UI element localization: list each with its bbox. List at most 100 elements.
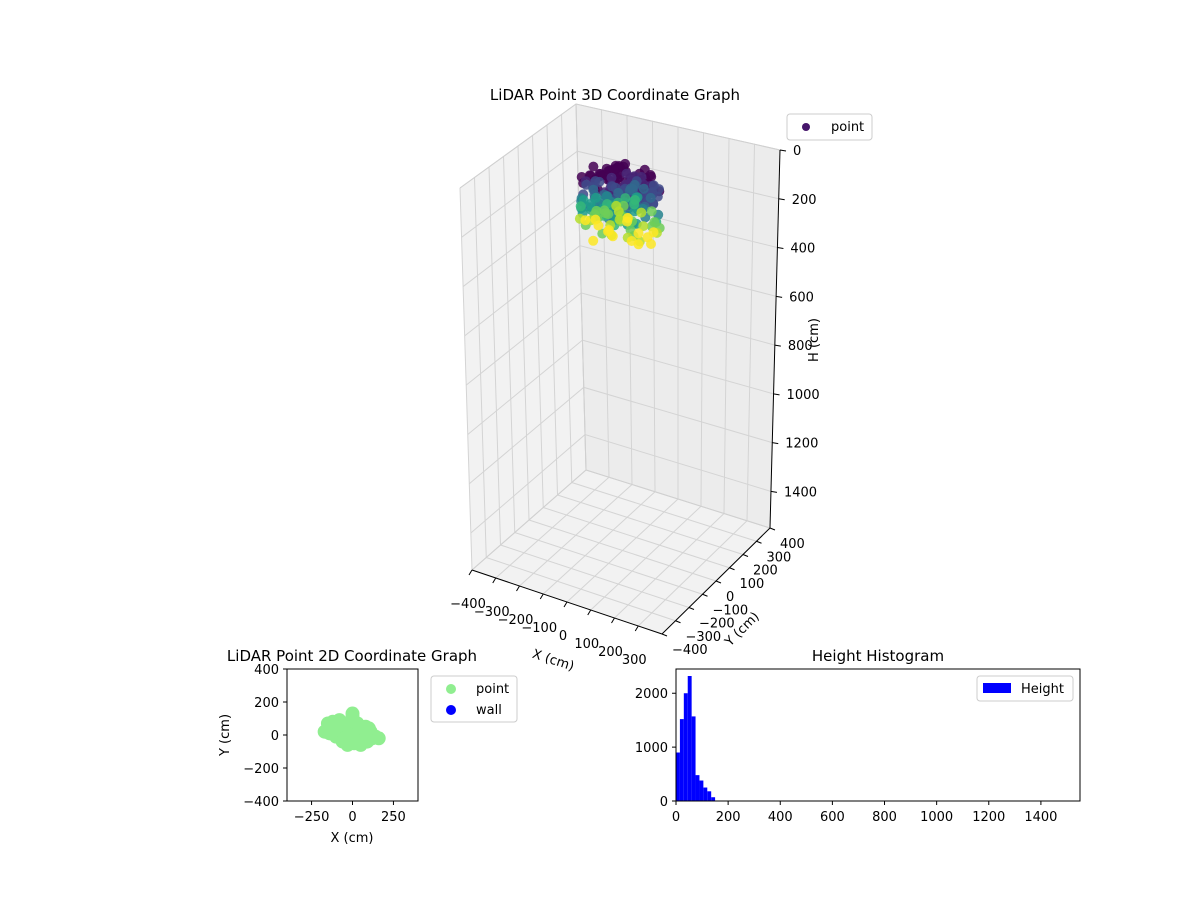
point-3d xyxy=(613,187,624,198)
pane-edge-vertical xyxy=(575,103,587,471)
grid-line-y-left xyxy=(459,187,473,571)
point-3d xyxy=(620,193,631,204)
point-3d xyxy=(645,192,656,203)
x-tick-mark xyxy=(587,609,592,616)
x-tick-label: −200 xyxy=(498,613,534,628)
legend-2d-marker-point xyxy=(446,684,456,694)
grid-line-x-back xyxy=(700,132,704,507)
y-tick-label: −300 xyxy=(686,630,722,645)
x-tick-mark xyxy=(516,585,520,592)
point-3d xyxy=(646,206,657,217)
y-tick-mark xyxy=(715,580,722,584)
chart-3d-title: LiDAR Point 3D Coordinate Graph xyxy=(490,86,740,104)
point-2d-point xyxy=(371,731,386,746)
z-tick-label: 600 xyxy=(789,290,814,305)
z-tick-label: 200 xyxy=(792,193,817,208)
histogram-bar xyxy=(691,716,696,801)
histogram-bar xyxy=(707,791,712,801)
legend-2d-marker-wall xyxy=(446,705,456,715)
y-tick-mark xyxy=(769,527,776,531)
y-tick-label-histogram: 2000 xyxy=(635,687,668,702)
point-3d xyxy=(613,206,624,217)
histogram-bar xyxy=(679,719,684,801)
x-tick-label-histogram: 0 xyxy=(672,810,680,825)
x-tick-label: −400 xyxy=(450,597,486,612)
histogram-bar xyxy=(711,797,716,801)
grid-line-y-left xyxy=(474,177,487,558)
chart-histogram: Height Histogram 0 200 400 600 800 1000 1200 14… xyxy=(635,647,1081,825)
point-3d xyxy=(588,161,599,172)
point-2d-point xyxy=(356,732,371,747)
legend-3d-marker-point xyxy=(802,123,810,131)
y-tick-label: 300 xyxy=(767,550,792,565)
point-3d xyxy=(636,207,647,218)
x-tick-mark xyxy=(492,577,497,584)
x-axis-label-3d: X (cm) xyxy=(530,647,576,675)
histogram-bars xyxy=(676,676,716,801)
point-3d xyxy=(642,232,653,243)
grid-line-y xyxy=(486,557,676,622)
z-tick-mark xyxy=(779,149,787,152)
grid-line-y-left xyxy=(517,145,530,521)
x-tick-label: −300 xyxy=(474,605,510,620)
point-3d xyxy=(648,180,659,191)
y-tick-label-2d: −200 xyxy=(243,762,279,777)
x-tick-label-histogram: 1200 xyxy=(972,810,1005,825)
x-tick-mark xyxy=(539,593,544,600)
z-tick-mark xyxy=(773,393,780,396)
grid-line-y xyxy=(514,532,703,595)
point-3d xyxy=(603,226,613,237)
grid-line-y-left xyxy=(488,166,501,546)
x-tick-label-histogram: 600 xyxy=(820,810,845,825)
x-tick-label-2d: 250 xyxy=(381,810,406,825)
z-tick-mark xyxy=(772,442,779,445)
point-3d xyxy=(627,184,638,194)
y-tick-label: 400 xyxy=(780,537,805,552)
x-tick-label: 0 xyxy=(559,629,567,644)
z-tick-mark xyxy=(774,344,781,347)
grid-line-x-back xyxy=(723,138,730,514)
grid-line-y-left xyxy=(546,124,558,496)
y-tick-mark xyxy=(756,540,762,544)
z-tick-label: 1200 xyxy=(785,437,818,452)
x-tick-mark xyxy=(468,569,473,576)
y-tick-label: −400 xyxy=(672,643,708,658)
histogram-bar xyxy=(703,787,708,801)
legend-2d: point wall xyxy=(430,675,518,723)
legend-histogram-swatch xyxy=(983,683,1011,693)
x-tick-label-histogram: 400 xyxy=(768,810,793,825)
point-2d-point xyxy=(342,728,357,742)
point-3d xyxy=(608,164,619,175)
y-tick-mark xyxy=(742,554,749,557)
z-tick-mark xyxy=(770,490,778,493)
point-3d xyxy=(638,221,649,232)
point-3d xyxy=(633,239,644,250)
legend-3d-label-point: point xyxy=(831,120,864,135)
point-3d xyxy=(645,170,656,180)
grid-line-y-left xyxy=(561,114,573,483)
y-tick-label-histogram: 0 xyxy=(660,795,668,810)
z-tick-mark xyxy=(776,295,783,298)
grid-line-y-left xyxy=(503,156,516,533)
point-3d xyxy=(633,228,644,239)
y-tick-label-2d: 0 xyxy=(271,729,279,744)
legend-histogram-box xyxy=(976,675,1074,702)
z-tick-label: 1400 xyxy=(784,485,817,500)
legend-histogram-label: Height xyxy=(1021,682,1064,697)
y-tick-mark xyxy=(702,593,708,597)
point-3d xyxy=(629,199,640,210)
grid-line-y xyxy=(528,519,717,582)
point-3d xyxy=(649,217,660,228)
histogram-bar xyxy=(699,780,704,801)
z-axis-line xyxy=(769,149,781,529)
y-tick-mark xyxy=(661,633,668,637)
histogram-bar xyxy=(687,676,692,801)
point-3d xyxy=(614,214,625,225)
x-tick-label-histogram: 200 xyxy=(716,810,741,825)
y-tick-label-2d: −400 xyxy=(243,795,279,810)
x-tick-label-2d: 0 xyxy=(348,810,356,825)
x-tick-mark xyxy=(634,625,639,632)
point-3d xyxy=(622,212,633,223)
grid-line-x-back xyxy=(746,144,755,521)
y-tick-label: −200 xyxy=(699,617,735,632)
